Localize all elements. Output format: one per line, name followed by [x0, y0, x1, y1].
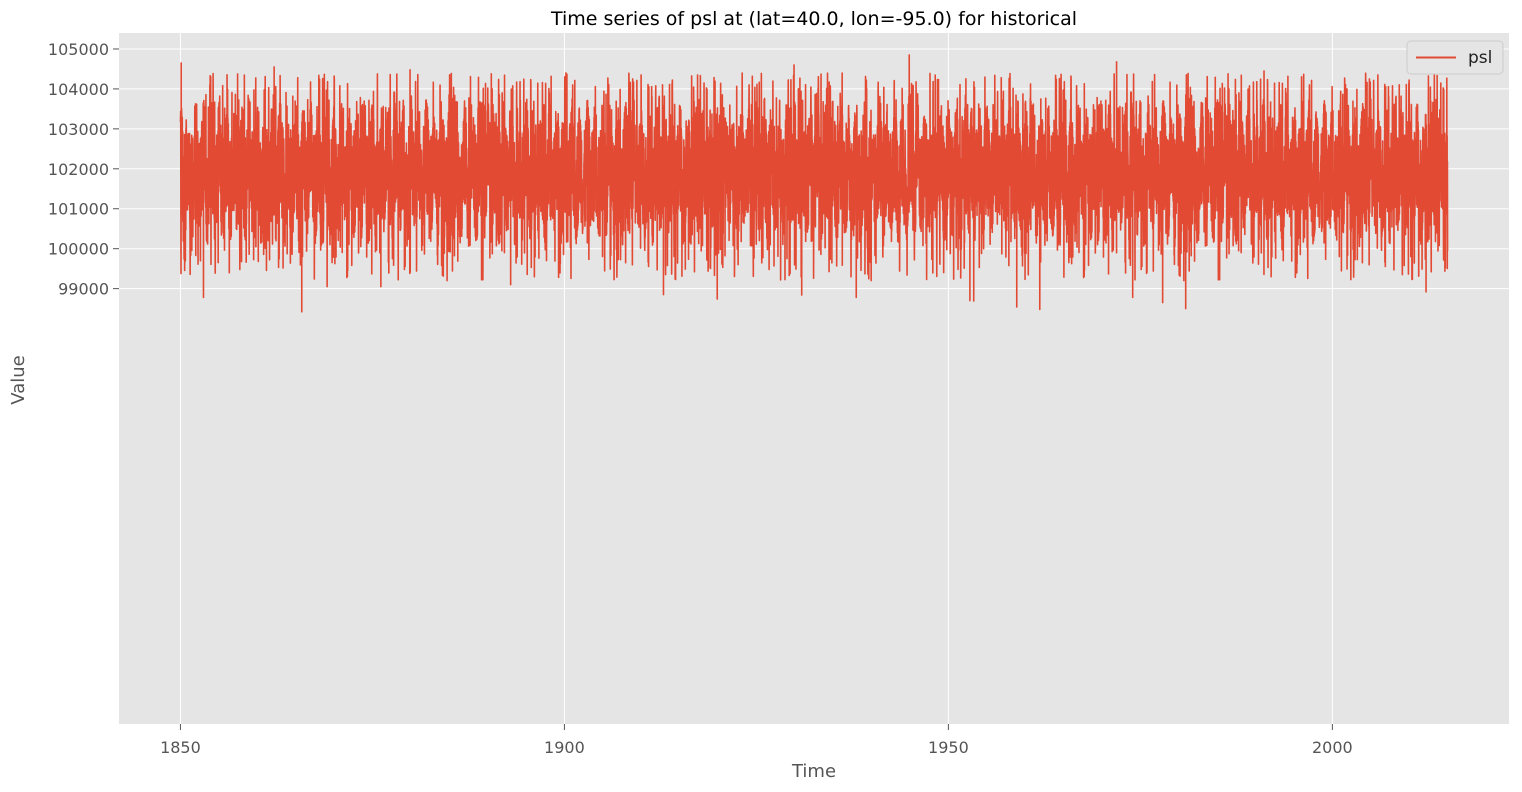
y-tick-label: 104000	[48, 80, 109, 99]
chart-title: Time series of psl at (lat=40.0, lon=-95…	[550, 8, 1077, 30]
series-layer	[179, 54, 1449, 313]
y-tick-label: 103000	[48, 120, 109, 139]
y-tick-label: 102000	[48, 160, 109, 179]
y-tick-label: 101000	[48, 200, 109, 219]
y-tick-label: 100000	[48, 240, 109, 259]
y-axis-title: Value	[8, 355, 29, 404]
y-tick-label: 105000	[48, 40, 109, 59]
y-tick-label: 99000	[58, 280, 109, 299]
x-tick-label: 1850	[160, 738, 201, 757]
x-tick-label: 1900	[544, 738, 585, 757]
legend: psl	[1406, 40, 1504, 75]
x-axis-ticks: 1850 1900 1950 2000	[160, 724, 1353, 757]
series-line-psl	[179, 54, 1449, 313]
x-tick-label: 2000	[1312, 738, 1353, 757]
y-axis-ticks: 99000 100000 101000 102000 103000 104000 10500…	[48, 40, 119, 299]
legend-label-psl: psl	[1468, 48, 1492, 68]
x-axis-title: Time	[791, 761, 836, 782]
x-tick-label: 1950	[928, 738, 969, 757]
